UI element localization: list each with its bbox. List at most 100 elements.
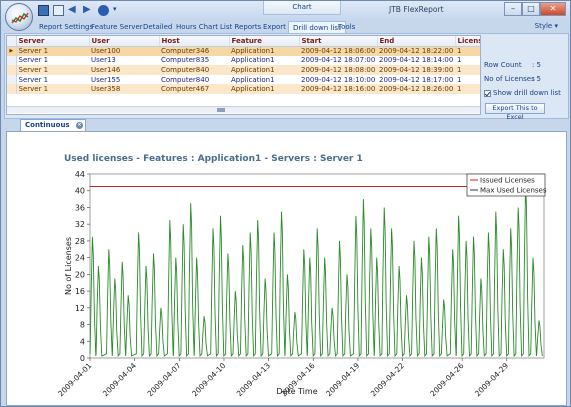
x-tick-label: 2009-04-04 [101,361,138,398]
cell-feature[interactable]: Application1 [229,65,299,75]
table-row[interactable]: Server 1 User358 Computer467 Application… [7,84,480,94]
grid-header-row: Server User Host Feature Start End Licen… [7,36,480,47]
col-header-host[interactable]: Host [159,36,230,47]
x-tick-label: 2009-04-10 [190,361,227,398]
y-tick-label: 28 [75,237,85,246]
save-icon[interactable] [38,5,49,16]
cell-server[interactable]: Server 1 [18,56,49,65]
y-tick-label: 0 [80,354,85,363]
tab-tools[interactable]: Tools [338,23,356,31]
table-row[interactable]: Server 1 User155 Computer840 Application… [7,74,480,85]
x-tick-label: 2009-04-26 [428,361,465,398]
summary-panel: Row Count : 5 No of Licenses : 5 Show dr… [484,41,566,117]
cell-licenses[interactable]: 1 [455,65,480,75]
cell-end[interactable]: 2009-04-12 18:14:00 [379,56,454,65]
row-count-row: Row Count : 5 [484,61,566,69]
app-title: JTB FlexReport [389,5,444,14]
col-header-end[interactable]: End [377,36,456,47]
cell-end[interactable]: 2009-04-12 18:22:00 [377,46,455,56]
cell-server[interactable]: Server 1 [18,75,49,84]
cell-feature[interactable]: Application1 [231,56,275,65]
style-menu[interactable]: Style ▾ [534,22,558,30]
cell-end[interactable]: 2009-04-12 18:17:00 [379,75,454,84]
maximize-button[interactable]: □ [522,2,540,16]
tab-hours-chart[interactable]: Hours Chart [176,23,218,31]
legend-box [466,173,546,197]
cell-host[interactable]: Computer840 [159,65,229,75]
cell-feature[interactable]: Application1 [229,46,299,56]
cell-feature[interactable]: Application1 [229,84,299,94]
cell-start[interactable]: 2009-04-12 18:08:00 [299,65,377,75]
col-header-feature[interactable]: Feature [229,36,300,47]
table-row[interactable]: Server 1 User146 Computer840 Application… [7,65,480,75]
close-tab-icon[interactable]: × [76,122,83,129]
minimize-button[interactable]: – [504,2,522,16]
cell-host[interactable]: Computer835 [161,56,210,65]
tab-continuous-chart[interactable]: Continuous Chart × [20,119,86,140]
row-count-value: : 5 [531,61,541,69]
col-header-user[interactable]: User [89,36,160,47]
chart-title: Used licenses - Features : Application1 … [64,154,363,164]
row-selected-indicator: ▶ [7,46,17,56]
cell-host[interactable]: Computer467 [159,84,229,94]
cell-end[interactable]: 2009-04-12 18:26:00 [377,84,455,94]
table-row[interactable]: ▶ Server 1 User100 Computer346 Applicati… [7,46,480,56]
cell-start[interactable]: 2009-04-12 18:16:00 [299,84,377,94]
cell-user[interactable]: User146 [89,65,159,75]
row-indicator [7,55,17,66]
x-tick-label: 2009-04-07 [146,361,183,398]
y-tick-label: 20 [75,270,85,279]
forward-arrow-icon[interactable]: ▶ [83,4,91,15]
cell-user[interactable]: User358 [89,84,159,94]
app-menu-button[interactable] [5,3,33,31]
cell-server[interactable]: Server 1 [16,46,89,56]
cell-licenses[interactable]: 1 [455,84,480,94]
cell-user[interactable]: User155 [91,75,121,84]
col-header-licenses[interactable]: Licenses [455,36,480,47]
scrollbar-thumb[interactable] [217,108,225,112]
cell-server[interactable]: Server 1 [16,65,89,75]
cell-licenses[interactable]: 1 [457,75,462,84]
x-axis-label: Date Time [276,387,317,396]
table-row[interactable]: Server 1 User13 Computer835 Application1… [7,55,480,66]
cell-start[interactable]: 2009-04-12 18:06:00 [299,46,377,56]
cell-user[interactable]: User13 [91,56,116,65]
cell-host[interactable]: Computer840 [161,75,210,84]
export-to-excel-button[interactable]: Export This to Excel [485,103,545,121]
help-icon[interactable] [98,5,109,16]
cell-user[interactable]: User100 [89,46,159,56]
cell-start[interactable]: 2009-04-12 18:07:00 [301,56,376,65]
tab-export[interactable]: Export [263,23,286,31]
tab-drill-down-list[interactable]: Drill down list [288,21,346,34]
horizontal-scrollbar[interactable] [7,106,480,113]
cell-server[interactable]: Server 1 [16,84,89,94]
tab-report-settings[interactable]: Report Settings [39,23,94,31]
close-button[interactable]: ✕ [540,2,566,16]
customize-toolbar-icon[interactable]: ▾ [113,5,117,13]
show-drill-down-row[interactable]: Show drill down list [484,89,566,97]
tab-detailed[interactable]: Detailed [143,23,173,31]
back-arrow-icon[interactable]: ◀ [68,4,76,15]
x-tick-label: 2009-04-19 [324,361,361,398]
show-drill-down-checkbox[interactable] [484,89,491,97]
y-tick-label: 36 [75,203,85,212]
tab-list-reports[interactable]: List Reports [220,23,262,31]
cell-start[interactable]: 2009-04-12 18:10:00 [301,75,376,84]
max-used-licenses-line [89,182,543,358]
row-indicator [7,74,17,85]
tab-feature-server[interactable]: Feature Server [91,23,143,31]
cell-end[interactable]: 2009-04-12 18:39:00 [377,65,455,75]
y-tick-label: 40 [75,187,85,196]
cell-licenses[interactable]: 1 [455,46,480,56]
cell-licenses[interactable]: 1 [457,56,462,65]
context-tab-chart: Chart [263,1,341,15]
cell-feature[interactable]: Application1 [231,75,275,84]
col-header-start[interactable]: Start [299,36,378,47]
row-indicator [7,84,17,94]
x-tick-label: 2009-04-22 [369,361,406,398]
y-axis-label: No of Licenses [64,237,73,295]
x-tick-label: 2009-04-29 [473,361,510,398]
cell-host[interactable]: Computer346 [159,46,229,56]
print-icon[interactable] [53,5,64,16]
col-header-server[interactable]: Server [16,36,90,47]
